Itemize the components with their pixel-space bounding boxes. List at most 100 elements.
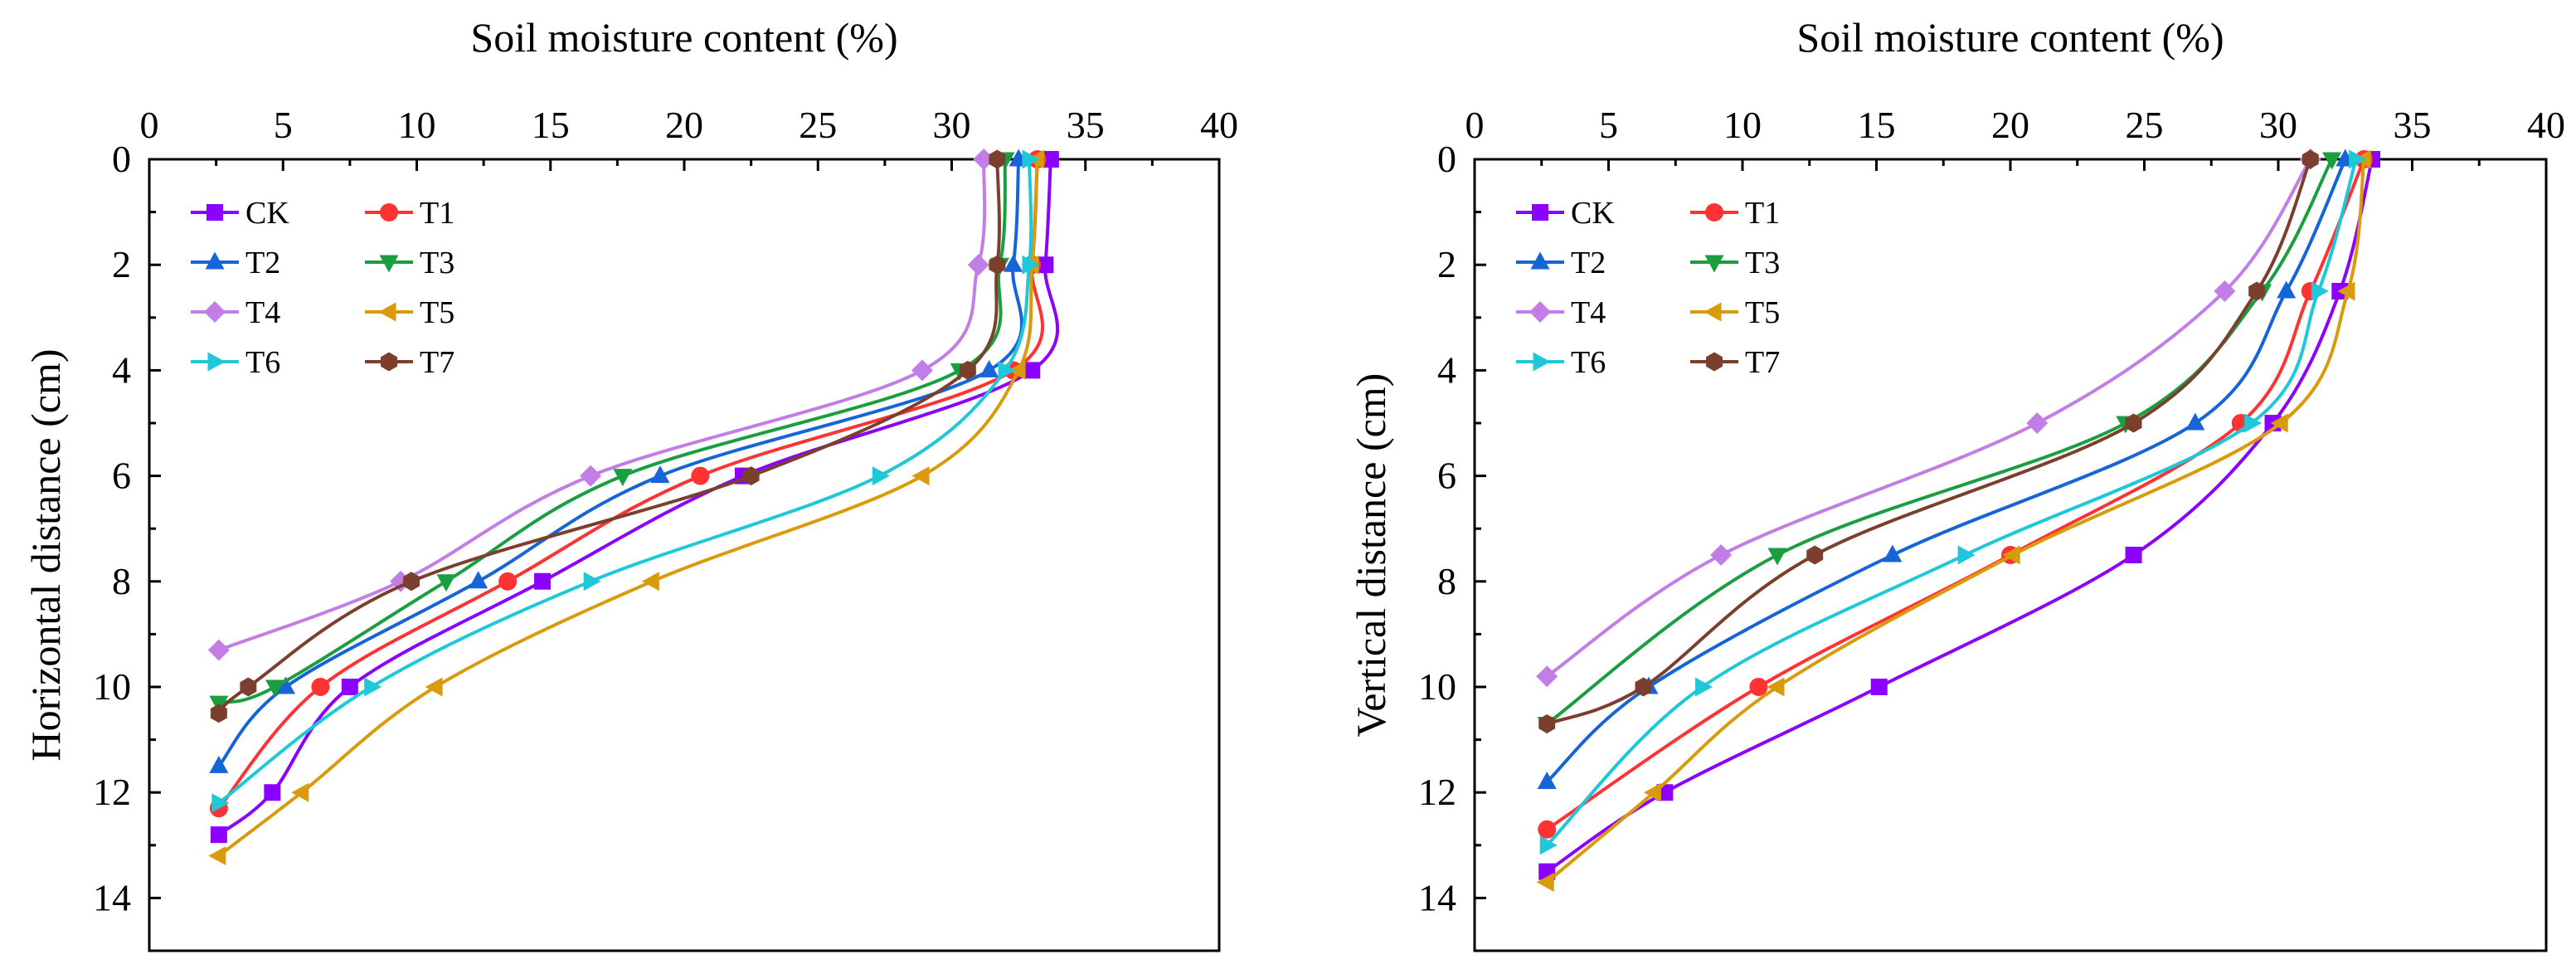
y-tick-label: 14 — [1418, 876, 1456, 918]
data-point-T7 — [2248, 281, 2266, 301]
data-point-T6 — [1539, 835, 1558, 855]
x-tick-label: 30 — [933, 104, 971, 146]
data-point-T3 — [1767, 548, 1787, 566]
legend-label: T6 — [1571, 345, 1606, 380]
legend-item-T4: T4 — [1516, 295, 1606, 330]
data-point-T7 — [959, 360, 976, 380]
series-T1 — [1538, 150, 2374, 839]
data-point-T6 — [364, 677, 382, 697]
series-T7 — [210, 149, 1006, 723]
series-line-T7 — [1546, 158, 2312, 726]
legend-label: T3 — [1745, 246, 1780, 280]
data-point-T1 — [1749, 678, 1768, 696]
series-T7 — [1538, 149, 2319, 734]
data-point-T7 — [1806, 545, 1824, 565]
data-point-T7 — [1538, 714, 1556, 734]
legend-label: T2 — [245, 246, 280, 280]
x-tick-label: 25 — [2126, 104, 2164, 146]
data-point-T3 — [2322, 152, 2342, 170]
y-axis-title: Horizontal distance (cm) — [22, 348, 69, 761]
data-point-T4 — [911, 359, 934, 382]
series-line-T1 — [217, 158, 1045, 810]
legend-marker — [1529, 301, 1551, 323]
data-point-T5 — [1767, 677, 1785, 697]
data-point-T2 — [1004, 254, 1023, 272]
data-point-T7 — [240, 677, 257, 697]
series-T3 — [209, 152, 1015, 713]
data-point-T6 — [583, 572, 601, 592]
legend-label: T6 — [245, 345, 280, 380]
series-line-T3 — [218, 158, 1007, 705]
data-point-CK — [2125, 547, 2142, 563]
series-CK — [1538, 151, 2381, 880]
legend-marker — [1533, 352, 1551, 372]
legend-label: T3 — [420, 246, 454, 280]
data-point-T6 — [2244, 413, 2263, 433]
data-point-T5 — [911, 466, 930, 486]
legend-marker — [378, 302, 396, 322]
data-point-T5 — [1643, 782, 1661, 802]
legend-item-T7: T7 — [365, 345, 454, 380]
x-tick-label: 40 — [2527, 104, 2565, 146]
data-point-T7 — [989, 149, 1006, 169]
legend-label: T5 — [420, 295, 454, 330]
data-point-T6 — [2311, 281, 2329, 301]
x-tick-label: 5 — [274, 104, 293, 146]
data-point-T4 — [973, 149, 995, 170]
data-point-T6 — [1022, 149, 1040, 169]
x-tick-label: 25 — [799, 104, 837, 146]
y-tick-label: 2 — [1437, 243, 1456, 285]
data-point-T5 — [1536, 872, 1554, 892]
y-tick-label: 10 — [93, 665, 131, 708]
data-point-T5 — [2270, 413, 2288, 433]
data-point-T5 — [291, 782, 309, 802]
series-line-CK — [217, 158, 1059, 836]
x-tick-label: 35 — [1067, 104, 1105, 146]
legend-item-T3: T3 — [1690, 246, 1780, 280]
data-point-T6 — [211, 793, 230, 813]
legend-marker — [1530, 251, 1550, 270]
data-point-T1 — [691, 466, 710, 485]
data-point-T4 — [1536, 665, 1558, 688]
data-point-T3 — [436, 574, 456, 592]
x-tick-label: 15 — [1858, 104, 1896, 146]
x-tick-label: 0 — [1465, 104, 1485, 146]
data-point-T4 — [967, 254, 989, 276]
legend-label: T7 — [420, 345, 454, 380]
data-point-T6 — [1022, 255, 1040, 275]
y-axis-title: Vertical distance (cm) — [1348, 373, 1394, 738]
y-tick-label: 4 — [1437, 348, 1456, 391]
y-tick-label: 0 — [112, 138, 131, 180]
x-tick-label: 10 — [1723, 104, 1762, 146]
data-point-T7 — [742, 466, 760, 486]
series-line-T4 — [1546, 158, 2312, 678]
legend-marker — [1704, 302, 1722, 322]
data-point-T5 — [641, 572, 659, 592]
data-point-T3 — [265, 679, 285, 698]
data-point-T5 — [1008, 360, 1026, 380]
legend-item-T4: T4 — [191, 295, 280, 330]
data-point-CK — [341, 679, 358, 695]
series-line-T1 — [1546, 158, 2366, 831]
series-line-T7 — [217, 158, 1001, 715]
y-tick-label: 10 — [1418, 665, 1456, 708]
x-axis-title: Soil moisture content (%) — [470, 14, 897, 61]
x-axis-title: Soil moisture content (%) — [1796, 14, 2224, 61]
series-T6 — [1539, 149, 2367, 855]
series-line-T2 — [1545, 158, 2347, 783]
legend-marker — [1706, 352, 1723, 372]
data-point-CK — [210, 826, 227, 844]
data-point-T2 — [209, 755, 229, 773]
series-T2 — [209, 149, 1028, 773]
legend-label: CK — [245, 196, 289, 231]
x-tick-label: 0 — [140, 104, 159, 146]
legend-item-T1: T1 — [365, 196, 454, 231]
x-tick-label: 5 — [1599, 104, 1618, 146]
x-tick-label: 20 — [1991, 104, 2029, 146]
data-point-T6 — [1695, 677, 1713, 697]
y-tick-label: 12 — [93, 771, 131, 813]
data-point-T7 — [989, 255, 1006, 275]
series-T5 — [1536, 149, 2371, 892]
legend-item-T6: T6 — [191, 345, 280, 380]
legend-label: T4 — [1571, 295, 1606, 330]
